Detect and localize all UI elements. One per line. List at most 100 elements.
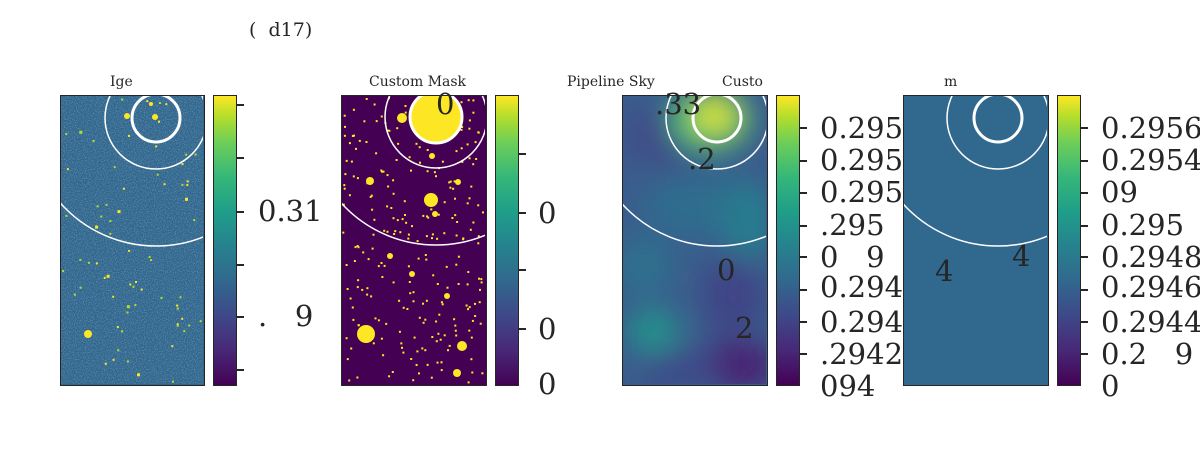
mask-pixel	[357, 324, 360, 327]
mask-source-blob	[357, 325, 375, 343]
mask-pixel	[468, 119, 471, 122]
mask-pixel	[452, 187, 455, 190]
mask-pixel	[426, 363, 429, 366]
mask-pixel	[415, 364, 418, 366]
mask-pixel	[401, 218, 404, 221]
image-source-pixel	[109, 232, 112, 235]
mask-pixel	[461, 160, 464, 163]
mask-pixel	[455, 150, 458, 153]
image-source-pixel	[165, 103, 168, 106]
mask-pixel	[355, 147, 357, 150]
mask-pixel	[474, 141, 477, 144]
mask-pixel	[348, 194, 351, 197]
mask-pixel	[454, 324, 457, 327]
panel-4-overlay-label-0: 4	[935, 254, 954, 288]
mask-pixel	[419, 161, 421, 164]
figure-title: ( d17)	[249, 19, 313, 41]
mask-pixel	[383, 264, 386, 267]
mask-source-blob	[432, 211, 438, 217]
mask-pixel	[422, 214, 425, 217]
image-source-pixel	[194, 153, 197, 156]
mask-pixel	[396, 127, 399, 130]
mask-pixel	[392, 179, 395, 182]
mask-pixel	[451, 217, 454, 219]
mask-pixel	[401, 346, 403, 349]
image-source-pixel	[134, 304, 137, 307]
image-source-pixel	[66, 168, 69, 171]
mask-pixel	[402, 351, 405, 354]
mask-pixel	[365, 141, 368, 143]
mask-pixel	[348, 142, 351, 145]
image-source-pixel	[117, 210, 121, 214]
colorbar-1-label-0: 0.31	[258, 194, 323, 228]
mask-bright-source	[410, 96, 462, 143]
mask-pixel	[344, 173, 347, 176]
panel-4-flat-model	[903, 95, 1049, 386]
mask-pixel	[352, 318, 355, 321]
mask-pixel	[468, 197, 471, 200]
mask-pixel	[418, 372, 420, 375]
mask-pixel	[467, 308, 469, 311]
mask-pixel	[361, 288, 364, 291]
mask-pixel	[392, 281, 395, 284]
image-source-pixel	[95, 225, 99, 229]
mask-pixel	[356, 245, 359, 247]
outer-ring	[61, 202, 203, 247]
mask-pixel	[418, 316, 421, 319]
mask-pixel	[373, 103, 376, 106]
mask-pixel	[353, 134, 355, 137]
mask-pixel	[457, 255, 460, 258]
mask-pixel	[435, 320, 438, 323]
mask-pixel	[388, 129, 391, 132]
inner-ring	[972, 96, 1024, 144]
mask-pixel	[367, 258, 370, 261]
colorbar-3-label-7: .2942	[820, 337, 904, 371]
mask-pixel	[426, 170, 429, 173]
mask-pixel	[477, 204, 480, 207]
mask-pixel	[373, 218, 376, 221]
mask-pixel	[356, 376, 359, 379]
mask-pixel	[351, 135, 354, 137]
colorbar-2-label-1: 0	[538, 312, 557, 346]
panel-2-mask-pixels	[342, 96, 485, 384]
mask-pixel	[430, 208, 433, 211]
image-source-pixel	[109, 220, 112, 223]
mask-pixel	[380, 115, 383, 118]
colorbar-4-label-3: 0.295	[1101, 208, 1185, 242]
mask-pixel	[354, 246, 357, 249]
image-source-pixel	[129, 283, 132, 286]
mask-pixel	[370, 194, 373, 197]
image-source-pixel	[117, 349, 120, 352]
panel-3-overlay-label-3: 2	[735, 311, 754, 345]
colorbar-1-label-1: . 9	[258, 299, 314, 333]
colorbar-3-label-6: 0.294	[820, 305, 904, 339]
image-source-pixel	[179, 296, 182, 299]
panel-3-title-2: Custo	[722, 74, 763, 90]
mask-pixel	[386, 230, 389, 233]
panel-3-overlay-label-2: 0	[717, 253, 736, 287]
mask-pixel	[372, 233, 375, 236]
image-source-pixel	[146, 100, 149, 103]
mask-pixel	[362, 328, 365, 331]
image-source-pixel	[62, 270, 65, 273]
panel-3-overlay-label-1: .2	[688, 142, 716, 176]
image-source-pixel	[176, 324, 179, 327]
panel-2-overlay-text: 0	[436, 87, 455, 121]
mask-pixel	[470, 185, 473, 188]
mask-pixel	[425, 299, 428, 302]
mask-pixel	[343, 114, 346, 117]
mask-pixel	[398, 330, 401, 333]
image-source-pixel	[116, 326, 119, 329]
mask-pixel	[437, 213, 440, 216]
mask-pixel	[380, 337, 383, 340]
mask-pixel	[440, 301, 443, 304]
mask-pixel	[415, 142, 418, 145]
inner-ring	[130, 96, 182, 144]
image-source-pixel	[121, 98, 124, 101]
mask-pixel	[400, 342, 403, 345]
mask-pixel	[366, 293, 369, 296]
mask-pixel	[479, 288, 481, 291]
image-source-pixel	[140, 288, 143, 291]
middle-ring	[104, 96, 203, 170]
mask-pixel	[396, 219, 399, 222]
